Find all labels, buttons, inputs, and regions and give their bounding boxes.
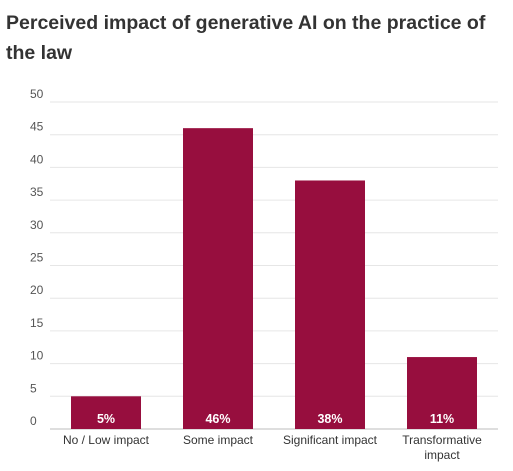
chart-title: Perceived impact of generative AI on the…: [6, 12, 486, 64]
x-tick-label: No / Low impact: [63, 433, 150, 447]
y-tick-label: 50: [30, 87, 44, 101]
x-tick-label: Transformative impact: [402, 433, 482, 462]
y-tick-label: 20: [30, 283, 44, 297]
bar: [407, 357, 477, 429]
data-label: 46%: [205, 412, 230, 426]
y-tick-label: 45: [30, 120, 44, 134]
x-tick-label: Significant impact: [283, 433, 378, 447]
y-tick-label: 30: [30, 218, 44, 232]
y-tick-label: 25: [30, 251, 44, 265]
data-label: 11%: [430, 412, 454, 426]
labels: 0 5 10 15 20 25 30 35 40 45 50 5% No / Low impact 46%…: [30, 87, 482, 462]
y-tick-label: 10: [30, 349, 44, 363]
y-tick-label: 15: [30, 316, 44, 330]
x-tick-label: Some impact: [183, 433, 254, 447]
data-label: 38%: [317, 412, 342, 426]
bars: [71, 128, 477, 429]
bar: [183, 128, 253, 429]
y-tick-label: 35: [30, 185, 44, 199]
bar: [71, 396, 141, 429]
data-label: 5%: [97, 412, 115, 426]
bar: [295, 180, 365, 429]
y-tick-label: 5: [30, 381, 37, 395]
y-tick-label: 0: [30, 414, 37, 428]
y-tick-label: 40: [30, 152, 44, 166]
